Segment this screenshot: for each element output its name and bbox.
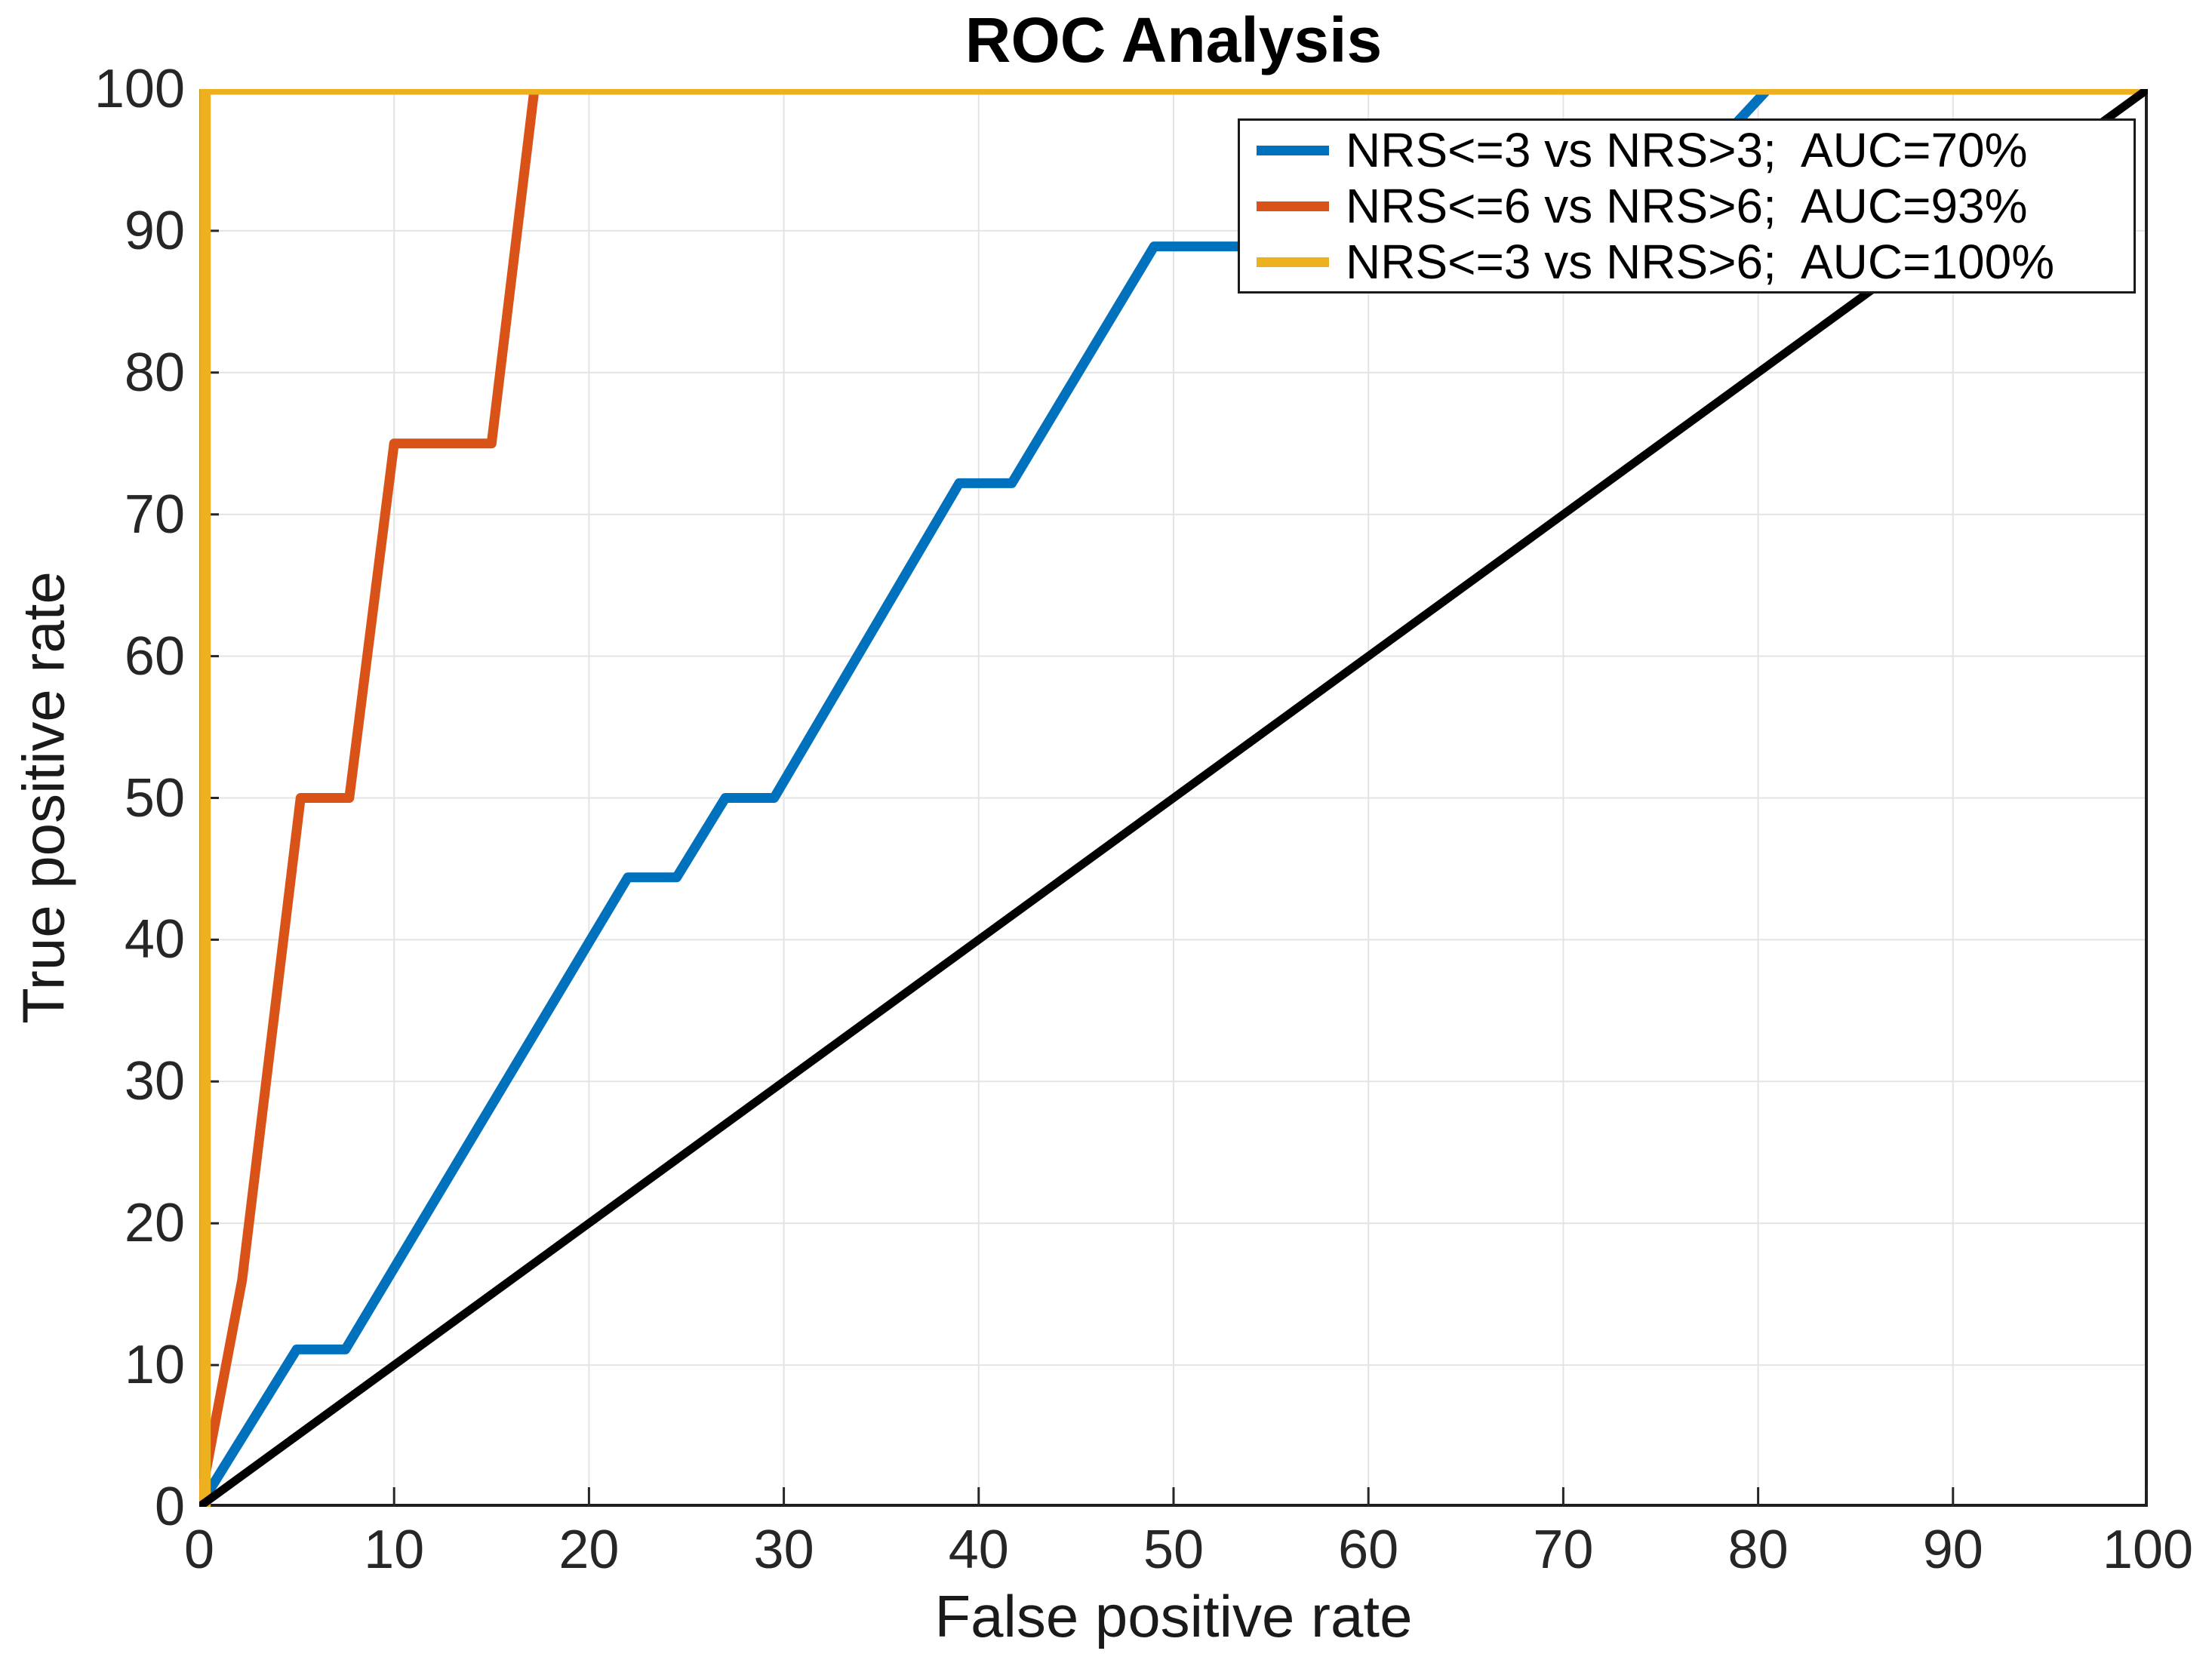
x-tick-label: 50 — [1143, 1520, 1204, 1580]
series-line-nrs6-vs-nrs6 — [199, 89, 2148, 1507]
y-tick-label: 20 — [124, 1193, 185, 1254]
x-tick-label: 0 — [183, 1520, 215, 1580]
legend-swatch-nrs6-vs-nrs6 — [1257, 201, 1329, 211]
y-tick-label: 30 — [124, 1051, 185, 1112]
legend-item-nrs6-vs-nrs6: NRS<=6 vs NRS>6; AUC=93% — [1240, 180, 2134, 232]
legend-label-nrs3-vs-nrs6: NRS<=3 vs NRS>6; AUC=100% — [1346, 235, 2055, 289]
x-tick-label: 70 — [1533, 1520, 1594, 1580]
legend-swatch-nrs3-vs-nrs3 — [1257, 145, 1329, 155]
y-tick-label: 80 — [124, 342, 185, 403]
series-line-nrs3-vs-nrs6 — [199, 89, 2148, 1507]
y-tick-label: 0 — [154, 1477, 185, 1537]
y-tick-label: 40 — [124, 909, 185, 970]
y-tick-label: 60 — [124, 626, 185, 687]
chart-title: ROC Analysis — [964, 5, 1383, 75]
y-tick-label: 70 — [124, 484, 185, 545]
y-tick-label: 100 — [94, 59, 185, 119]
legend-label-nrs3-vs-nrs3: NRS<=3 vs NRS>3; AUC=70% — [1346, 123, 2028, 177]
x-tick-label: 10 — [364, 1520, 425, 1580]
legend-swatch-nrs3-vs-nrs6 — [1257, 257, 1329, 267]
y-tick-label: 10 — [124, 1335, 185, 1396]
y-tick-label: 90 — [124, 200, 185, 261]
legend: NRS<=3 vs NRS>3; AUC=70% NRS<=6 vs NRS>6;… — [1238, 118, 2136, 294]
x-tick-label: 100 — [2102, 1520, 2194, 1580]
x-axis-label: False positive rate — [934, 1583, 1413, 1649]
reference-line-chance-diagonal — [199, 89, 2148, 1507]
legend-item-nrs3-vs-nrs6: NRS<=3 vs NRS>6; AUC=100% — [1240, 235, 2134, 288]
x-tick-label: 40 — [948, 1520, 1009, 1580]
y-tick-label: 50 — [124, 767, 185, 828]
x-tick-label: 20 — [558, 1520, 620, 1580]
roc-chart-canvas — [199, 89, 2148, 1507]
x-tick-label: 30 — [753, 1520, 814, 1580]
x-tick-label: 80 — [1727, 1520, 1789, 1580]
x-tick-label: 60 — [1338, 1520, 1399, 1580]
x-tick-label: 90 — [1922, 1520, 1983, 1580]
y-axis-label-text: True positive rate — [10, 571, 77, 1024]
legend-item-nrs3-vs-nrs3: NRS<=3 vs NRS>3; AUC=70% — [1240, 124, 2134, 177]
legend-label-nrs6-vs-nrs6: NRS<=6 vs NRS>6; AUC=93% — [1346, 179, 2028, 233]
